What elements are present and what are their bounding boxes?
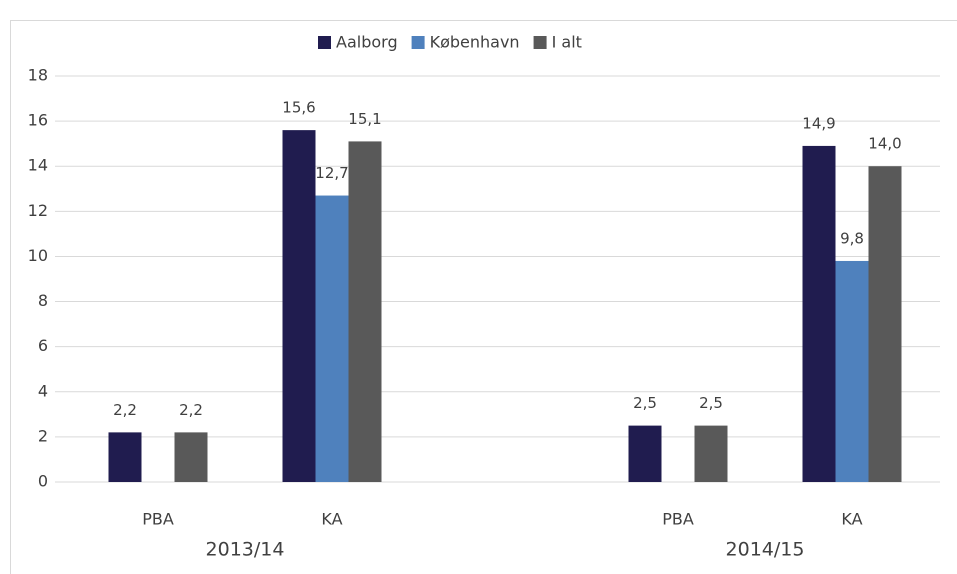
x-tick-label: KA bbox=[321, 510, 342, 529]
x-tick-label: PBA bbox=[662, 510, 694, 529]
y-tick-label: 6 bbox=[38, 336, 48, 355]
y-tick-label: 0 bbox=[38, 472, 48, 491]
x-tick-label: KA bbox=[841, 510, 862, 529]
x-tick-label: PBA bbox=[142, 510, 174, 529]
value-label: 9,8 bbox=[840, 229, 864, 247]
legend-swatch bbox=[318, 36, 331, 49]
y-tick-label: 2 bbox=[38, 426, 48, 445]
legend-swatch bbox=[411, 36, 425, 49]
y-tick-label: 8 bbox=[38, 291, 48, 310]
y-tick-label: 10 bbox=[28, 246, 48, 265]
legend-swatch bbox=[533, 36, 547, 49]
bar bbox=[835, 260, 869, 482]
legend-label: Aalborg bbox=[336, 33, 398, 52]
legend-label: I alt bbox=[552, 33, 582, 52]
group-label: 2013/14 bbox=[206, 539, 285, 561]
group-label: 2014/15 bbox=[726, 539, 805, 561]
bar bbox=[348, 141, 382, 482]
y-tick-label: 12 bbox=[28, 201, 48, 220]
bar bbox=[315, 195, 349, 483]
value-label: 15,1 bbox=[348, 110, 381, 128]
bar bbox=[174, 432, 208, 482]
value-label: 2,5 bbox=[699, 394, 723, 412]
y-tick-label: 14 bbox=[28, 156, 48, 175]
value-label: 12,7 bbox=[315, 164, 348, 182]
bar bbox=[108, 432, 142, 482]
value-label: 14,0 bbox=[868, 135, 901, 153]
bar bbox=[802, 145, 836, 482]
legend-label: København bbox=[430, 33, 520, 52]
y-tick-label: 16 bbox=[28, 111, 48, 130]
bar bbox=[868, 166, 902, 482]
bar bbox=[628, 425, 662, 482]
value-label: 2,2 bbox=[179, 401, 203, 419]
bar bbox=[282, 130, 316, 482]
value-label: 14,9 bbox=[802, 114, 835, 132]
value-label: 15,6 bbox=[282, 99, 315, 117]
y-tick-label: 18 bbox=[28, 66, 48, 85]
bar bbox=[694, 425, 728, 482]
y-tick-label: 4 bbox=[38, 381, 48, 400]
value-label: 2,5 bbox=[633, 394, 657, 412]
value-label: 2,2 bbox=[113, 401, 137, 419]
